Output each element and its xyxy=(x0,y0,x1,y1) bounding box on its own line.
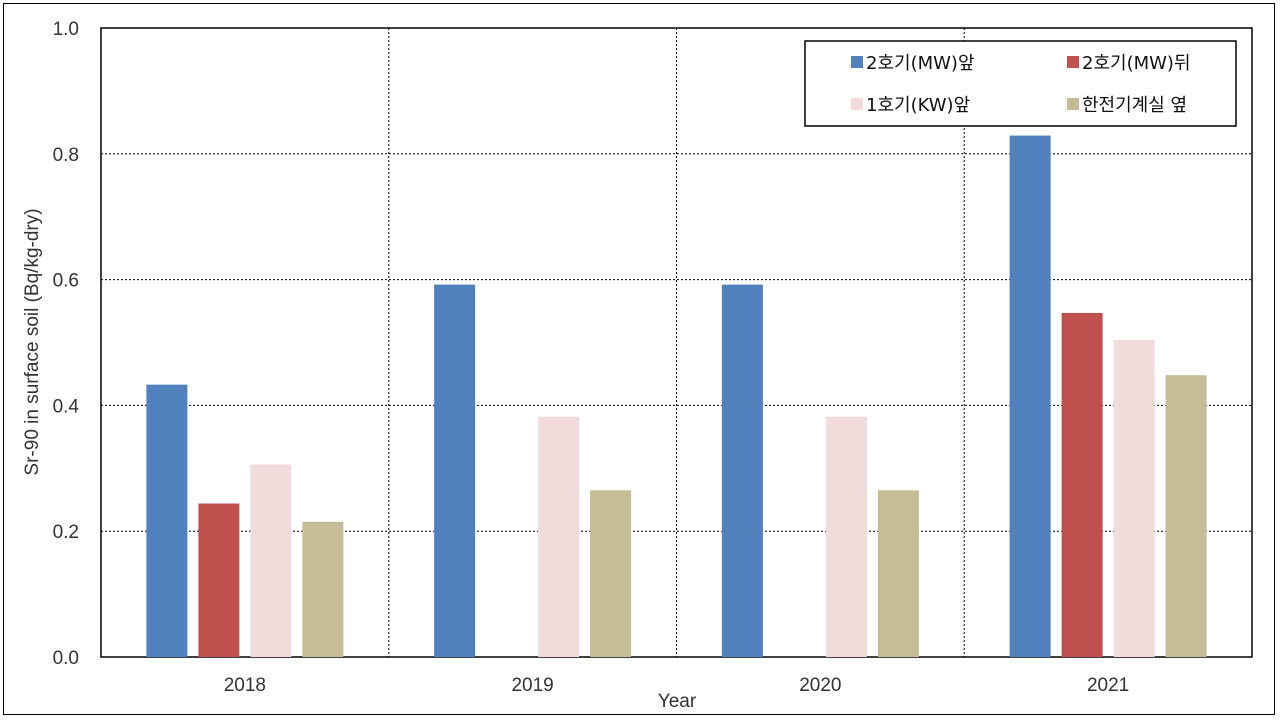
legend: 2호기(MW)앞 2호기(MW)뒤 1호기(KW)앞 한전기계실 옆 xyxy=(804,40,1237,127)
y-tick-label: 0.2 xyxy=(53,522,79,543)
bar xyxy=(1061,312,1103,657)
x-tick-label: 2019 xyxy=(511,675,553,696)
bar xyxy=(877,490,919,657)
y-tick-label: 0.6 xyxy=(53,271,79,292)
bar xyxy=(1113,339,1155,657)
y-tick-label: 0.4 xyxy=(53,396,80,417)
x-tick-label: 2018 xyxy=(224,675,266,696)
legend-box xyxy=(804,40,1237,127)
bar xyxy=(302,521,344,657)
bar xyxy=(146,384,188,657)
gridlines xyxy=(101,28,1252,657)
y-tick-label: 0.8 xyxy=(53,145,79,166)
x-axis-title: Year xyxy=(658,691,697,712)
bar xyxy=(1009,135,1051,657)
bar xyxy=(721,284,763,657)
y-tick-labels: 0.0 0.2 0.4 0.6 0.8 1.0 xyxy=(53,19,80,669)
bar xyxy=(825,416,867,657)
y-tick-label: 0.0 xyxy=(53,648,79,669)
legend-swatch xyxy=(851,98,863,110)
legend-swatch xyxy=(851,56,863,68)
bars xyxy=(146,135,1207,657)
bar xyxy=(434,284,476,657)
bar xyxy=(198,503,240,657)
legend-label: 2호기(MW)뒤 xyxy=(1082,53,1191,74)
legend-label: 한전기계실 옆 xyxy=(1082,95,1187,116)
chart-frame xyxy=(3,3,1275,715)
bar xyxy=(1165,375,1207,657)
legend-label: 1호기(KW)앞 xyxy=(866,95,970,116)
legend-swatch xyxy=(1067,56,1079,68)
legend-swatch xyxy=(1067,98,1079,110)
x-tick-labels: 2018 2019 2020 2021 xyxy=(224,675,1130,696)
x-tick-label: 2021 xyxy=(1087,675,1129,696)
legend-label: 2호기(MW)앞 xyxy=(866,53,975,74)
y-tick-label: 1.0 xyxy=(53,19,79,40)
bar xyxy=(590,490,632,657)
x-tick-label: 2020 xyxy=(799,675,841,696)
bar xyxy=(538,416,580,657)
bar xyxy=(250,464,292,657)
y-axis-title: Sr-90 in surface soil (Bq/kg-dry) xyxy=(22,208,43,475)
